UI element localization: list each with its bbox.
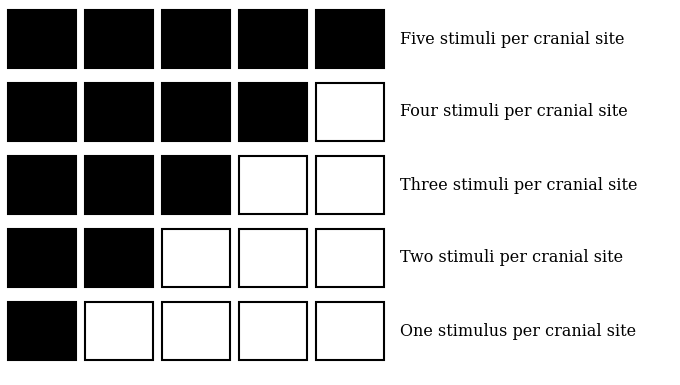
Text: Three stimuli per cranial site: Three stimuli per cranial site (400, 176, 638, 194)
Bar (162, 229, 230, 287)
Bar (239, 156, 307, 214)
Bar (316, 229, 384, 287)
Bar (85, 302, 153, 360)
Bar (316, 302, 384, 360)
Bar (85, 10, 153, 68)
Text: Four stimuli per cranial site: Four stimuli per cranial site (400, 104, 628, 121)
Bar (8, 302, 76, 360)
Bar (85, 83, 153, 141)
Bar (239, 302, 307, 360)
Bar (162, 302, 230, 360)
Bar (162, 156, 230, 214)
Text: Five stimuli per cranial site: Five stimuli per cranial site (400, 30, 624, 47)
Bar (162, 10, 230, 68)
Bar (239, 10, 307, 68)
Text: Two stimuli per cranial site: Two stimuli per cranial site (400, 249, 623, 266)
Bar (239, 83, 307, 141)
Bar (8, 156, 76, 214)
Bar (8, 83, 76, 141)
Bar (162, 83, 230, 141)
Bar (316, 156, 384, 214)
Bar (316, 10, 384, 68)
Bar (316, 83, 384, 141)
Text: One stimulus per cranial site: One stimulus per cranial site (400, 323, 636, 340)
Bar (8, 229, 76, 287)
Bar (85, 156, 153, 214)
Bar (8, 10, 76, 68)
Bar (239, 229, 307, 287)
Bar (85, 229, 153, 287)
